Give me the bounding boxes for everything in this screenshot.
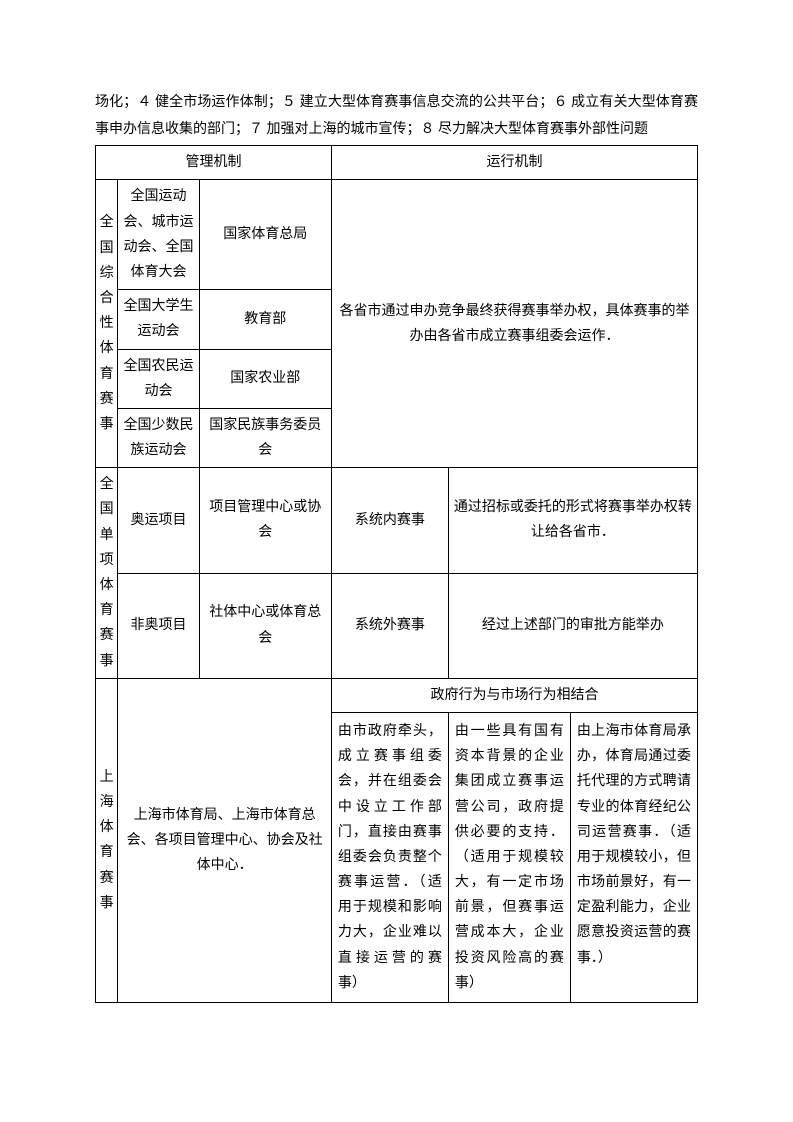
cell-ethnic-committee: 国家民族事务委员会: [199, 408, 331, 467]
cell-sport-admin: 国家体育总局: [199, 180, 331, 290]
intro-paragraph: 场化；４ 健全市场运作体制；５ 建立大型体育赛事信息交流的公共平台；６ 成立有关…: [95, 90, 698, 143]
header-ops: 运行机制: [331, 146, 697, 180]
cell-system-external: 系统外赛事: [331, 573, 448, 678]
cell-farmer-games: 全国农民运动会: [118, 349, 199, 408]
cell-shanghai-op1: 由市政府牵头，成立赛事组委会，并在组委会中设立工作部门，直接由赛事组委会负责整个…: [331, 712, 448, 1002]
cell-edu-ministry: 教育部: [199, 290, 331, 349]
cell-national-games: 全国运动会、城市运动会、全国体育大会: [118, 180, 199, 290]
cell-shanghai-op2: 由一些具有国有资本背景的企业集团成立赛事运营公司，政府提供必要的支持．（适用于规…: [448, 712, 570, 1002]
rowhdr-shanghai: 上海体育赛事: [96, 678, 118, 1002]
cell-gov-market-header: 政府行为与市场行为相结合: [331, 678, 697, 712]
sports-events-table: 管理机制 运行机制 全国综合性体育赛事 全国运动会、城市运动会、全国体育大会 国…: [95, 145, 698, 1003]
cell-approval: 经过上述部门的审批方能举办: [448, 573, 697, 678]
cell-shanghai-op3: 由上海市体育局承办，体育局通过委托代理的方式聘请专业的体育经纪公司运营赛事．（适…: [570, 712, 697, 1002]
cell-system-internal: 系统内赛事: [331, 468, 448, 573]
cell-minority-games: 全国少数民族运动会: [118, 408, 199, 467]
rowhdr-national-comprehensive: 全国综合性体育赛事: [96, 180, 118, 468]
cell-bid-transfer: 通过招标或委托的形式将赛事举办权转让给各省市．: [448, 468, 697, 573]
header-mgmt: 管理机制: [96, 146, 332, 180]
cell-agri-ministry: 国家农业部: [199, 349, 331, 408]
cell-proj-center: 项目管理中心或协会: [199, 468, 331, 573]
cell-university-games: 全国大学生运动会: [118, 290, 199, 349]
cell-social-center: 社体中心或体育总会: [199, 573, 331, 678]
cell-province-bid: 各省市通过申办竞争最终获得赛事举办权，具体赛事的举办由各省市成立赛事组委会运作．: [331, 180, 697, 468]
cell-shanghai-mgmt: 上海市体育局、上海市体育总会、各项目管理中心、协会及社体中心．: [118, 678, 332, 1002]
cell-olympic: 奥运项目: [118, 468, 199, 573]
rowhdr-national-single: 全国单项体育赛事: [96, 468, 118, 679]
cell-non-olympic: 非奥项目: [118, 573, 199, 678]
